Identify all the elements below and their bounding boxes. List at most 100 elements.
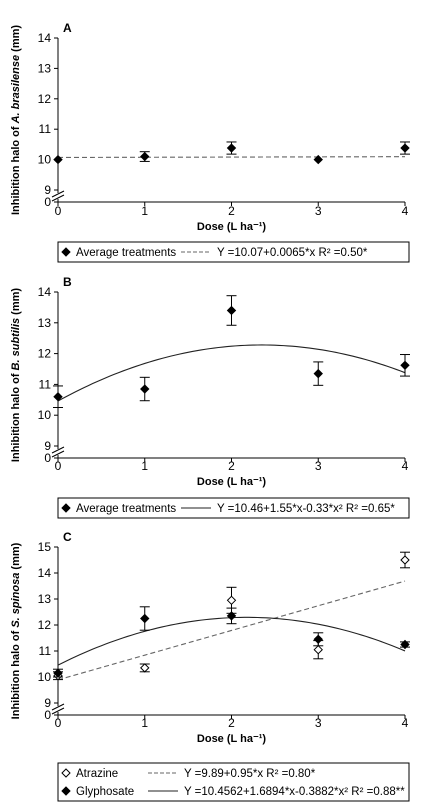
legend-marker-average-treatments	[61, 503, 71, 513]
x-tick-label: 1	[141, 459, 148, 473]
x-tick-label: 4	[402, 459, 409, 473]
y-label-species: B. subtilis	[10, 318, 22, 371]
y-axis-label: Inhibition halo of A. brasilense (mm)	[10, 25, 22, 215]
data-point-atrazine	[400, 555, 410, 565]
panel-letter: B	[63, 275, 72, 289]
y-tick-label: 13	[38, 61, 52, 75]
x-tick-label: 0	[55, 459, 62, 473]
legend-box	[57, 762, 410, 802]
axis-break-mark	[51, 190, 65, 202]
y-tick-label: 12	[38, 618, 52, 632]
data-point-atrazine	[226, 595, 237, 606]
legend-label-average-treatments: Average treatments	[76, 503, 176, 515]
x-axis-label: Dose (L ha⁻¹)	[197, 476, 267, 488]
legend-equation-atrazine: Y =9.89+0.95*x R² =0.80*	[184, 768, 316, 780]
y-label-suffix: (mm)	[10, 542, 22, 572]
y-tick-label: 15	[38, 540, 52, 554]
legend-marker-average-treatments	[61, 247, 71, 257]
y-axis-label: Inhibition halo of S. spinosa (mm)	[10, 542, 22, 719]
x-axis-label: Dose (L ha⁻¹)	[197, 221, 267, 233]
y-axis-label: Inhibition halo of B. subtilis (mm)	[10, 288, 22, 462]
legend-equation-glyphosate: Y =10.4562+1.6894*x-0.3882*x² R² =0.88**	[184, 786, 405, 798]
data-point-average-treatments	[140, 384, 150, 394]
legend-box	[57, 497, 410, 519]
fit-line-average-treatments	[57, 156, 406, 159]
y-tick-label: 10	[38, 153, 52, 167]
y-tick-label: 14	[38, 566, 52, 580]
fit-line-glyphosate	[57, 616, 406, 666]
y-tick-label: 13	[38, 592, 52, 606]
data-point-average-treatments	[53, 392, 63, 402]
x-tick-label: 0	[55, 716, 62, 730]
x-tick-label: 2	[228, 716, 235, 730]
legend-label-glyphosate: Glyphosate	[76, 786, 134, 798]
y-tick-label: 14	[38, 31, 52, 45]
data-point-glyphosate	[140, 613, 150, 624]
data-point-glyphosate	[226, 611, 237, 621]
data-point-average-treatments	[313, 154, 323, 165]
legend-equation-average-treatments: Y =10.46+1.55*x-0.33*x² R² =0.65*	[217, 503, 395, 515]
panel-letter: C	[63, 530, 72, 544]
data-point-glyphosate	[53, 668, 63, 678]
y-label-prefix: Inhibition halo of	[10, 628, 22, 720]
y-tick-label: 11	[39, 644, 52, 658]
x-tick-label: 1	[141, 204, 148, 218]
axis-break-mark	[51, 446, 65, 458]
legend-box	[57, 241, 410, 263]
data-point-average-treatments	[313, 368, 323, 379]
axis-break-mark	[51, 703, 65, 715]
y-tick-label: 13	[38, 316, 52, 330]
data-point-average-treatments	[53, 154, 63, 165]
y-tick-label: 10	[38, 670, 52, 684]
x-tick-label: 3	[315, 204, 322, 218]
x-tick-label: 2	[228, 204, 235, 218]
legend-label-atrazine: Atrazine	[76, 768, 118, 780]
data-point-average-treatments	[140, 151, 150, 162]
fit-line-average-treatments	[57, 344, 406, 402]
data-point-glyphosate	[400, 639, 410, 650]
x-tick-label: 1	[141, 716, 148, 730]
legend-marker-atrazine	[61, 768, 71, 778]
data-point-average-treatments	[400, 143, 410, 153]
data-point-atrazine	[140, 663, 150, 673]
y-label-suffix: (mm)	[10, 25, 22, 55]
legend-label-average-treatments: Average treatments	[76, 247, 176, 259]
y-label-species: A. brasilense	[10, 55, 22, 124]
x-tick-label: 3	[315, 459, 322, 473]
y-label-prefix: Inhibition halo of	[10, 370, 22, 462]
y-tick-label: 12	[38, 92, 52, 106]
legend-equation-average-treatments: Y =10.07+0.0065*x R² =0.50*	[217, 247, 368, 259]
x-tick-label: 0	[55, 204, 62, 218]
y-label-suffix: (mm)	[10, 288, 22, 318]
data-point-average-treatments	[226, 143, 237, 153]
y-tick-label: 12	[38, 347, 52, 361]
y-tick-label: 11	[39, 122, 52, 136]
x-tick-label: 2	[228, 459, 235, 473]
y-tick-label: 9	[44, 696, 51, 710]
fit-line-atrazine	[57, 580, 406, 681]
data-point-average-treatments	[226, 305, 237, 316]
legend-marker-glyphosate	[61, 786, 71, 796]
panel-letter: A	[63, 21, 72, 35]
x-tick-label: 4	[402, 204, 409, 218]
data-point-average-treatments	[400, 360, 410, 371]
x-tick-label: 4	[402, 716, 409, 730]
y-tick-label: 9	[44, 439, 51, 453]
x-axis-label: Dose (L ha⁻¹)	[197, 733, 267, 745]
y-tick-label: 10	[38, 408, 52, 422]
y-tick-label: 0	[44, 451, 51, 465]
y-tick-label: 0	[44, 708, 51, 722]
data-point-glyphosate	[313, 634, 323, 645]
y-tick-label: 11	[39, 377, 52, 391]
y-tick-label: 9	[44, 183, 51, 197]
data-point-atrazine	[313, 644, 323, 655]
y-label-prefix: Inhibition halo of	[10, 123, 22, 215]
x-tick-label: 3	[315, 716, 322, 730]
y-tick-label: 0	[44, 195, 51, 209]
y-tick-label: 14	[38, 285, 52, 299]
y-label-species: S. spinosa	[10, 573, 22, 628]
